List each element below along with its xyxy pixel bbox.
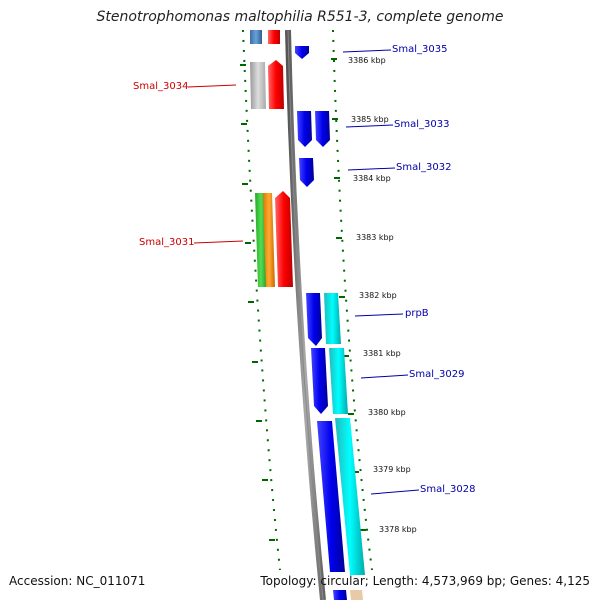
feature-red-2 xyxy=(275,191,293,287)
inner-ring-dotted xyxy=(242,29,281,571)
genome-title: Stenotrophomonas maltophilia R551-3, com… xyxy=(96,9,504,25)
kbp-label-3380: 3380 kbp xyxy=(368,408,406,417)
kbp-label-3379: 3379 kbp xyxy=(373,465,411,474)
leader-smal-3029 xyxy=(360,374,409,379)
kbp-label-3384: 3384 kbp xyxy=(353,174,391,183)
leader-smal-3033 xyxy=(345,124,394,128)
leader-smal-3034 xyxy=(187,84,237,88)
gene-label-smal-3031: Smal_3031 xyxy=(139,237,194,248)
leader-smal-3028 xyxy=(370,489,420,495)
feature-smal-3032 xyxy=(299,158,314,187)
feature-bottom-blue xyxy=(333,590,347,600)
feature-smal-3035 xyxy=(295,46,309,59)
kbp-label-3381: 3381 kbp xyxy=(363,349,401,358)
feature-top-left-blue xyxy=(250,30,262,44)
feature-bottom-tan xyxy=(350,590,363,600)
accession-text: Accession: NC_011071 xyxy=(9,574,146,588)
feature-orange xyxy=(263,193,275,287)
kbp-label-3385: 3385 kbp xyxy=(351,115,389,124)
gene-label-smal-3029: Smal_3029 xyxy=(409,369,464,380)
inner-ring-ticks xyxy=(240,64,275,541)
feature-prpb xyxy=(324,293,341,344)
feature-smal-3029 xyxy=(329,348,348,414)
feature-blue-2 xyxy=(306,293,322,346)
kbp-label-3378: 3378 kbp xyxy=(379,525,417,534)
feature-smal-3034 xyxy=(250,62,266,109)
outer-ring-dotted xyxy=(332,29,373,571)
gene-label-prpb: prpB xyxy=(405,308,429,319)
gene-label-smal-3032: Smal_3032 xyxy=(396,162,451,173)
gene-label-smal-3033: Smal_3033 xyxy=(394,119,449,130)
feature-red-1 xyxy=(268,60,284,109)
backbone-core xyxy=(287,29,324,600)
feature-blue-1 xyxy=(297,111,312,147)
gene-label-smal-3034: Smal_3034 xyxy=(133,81,188,92)
feature-top-red xyxy=(268,30,280,44)
leader-smal-3035 xyxy=(342,49,392,53)
kbp-label-3383: 3383 kbp xyxy=(356,233,394,242)
gene-label-smal-3035: Smal_3035 xyxy=(392,44,447,55)
leader-smal-3032 xyxy=(347,167,396,171)
feature-smal-3028 xyxy=(335,418,365,575)
feature-smal-3033 xyxy=(315,111,330,147)
gene-label-smal-3028: Smal_3028 xyxy=(420,484,475,495)
leader-prpb xyxy=(354,313,404,317)
feature-blue-4 xyxy=(317,421,345,572)
topology-text: Topology: circular; Length: 4,573,969 bp… xyxy=(260,574,590,588)
feature-blue-3 xyxy=(311,348,328,414)
leader-smal-3031 xyxy=(193,240,244,244)
kbp-label-3386: 3386 kbp xyxy=(348,56,386,65)
kbp-label-3382: 3382 kbp xyxy=(359,291,397,300)
